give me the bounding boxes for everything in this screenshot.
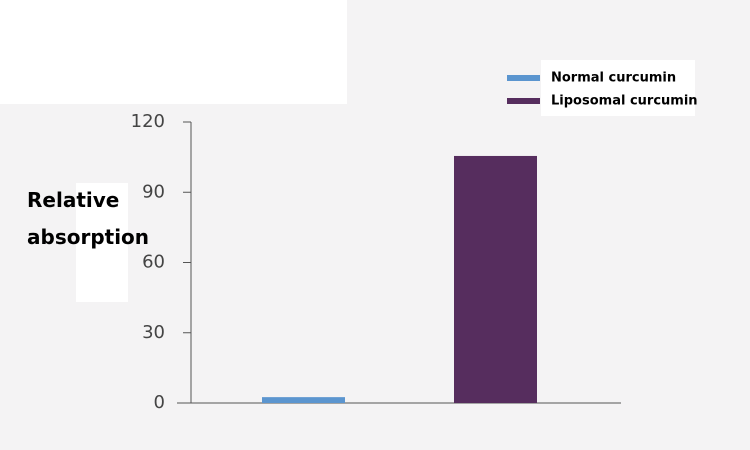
legend-swatch — [507, 98, 540, 104]
y-tick-label: 60 — [142, 252, 165, 273]
y-axis-label: Relative absorption — [27, 188, 150, 249]
y-tick-label: 120 — [131, 111, 165, 132]
legend-panel — [541, 60, 695, 116]
legend-label: Normal curcumin — [551, 71, 676, 86]
y-tick-label: 90 — [142, 181, 165, 202]
bar — [262, 397, 345, 403]
y-tick-label: 30 — [142, 322, 165, 343]
y-tick-label: 0 — [154, 392, 165, 413]
legend-swatch — [507, 75, 540, 81]
legend-label: Liposomal curcumin — [551, 94, 698, 109]
label-panel — [76, 183, 128, 302]
bar — [454, 155, 537, 403]
blank-panel — [0, 0, 347, 104]
